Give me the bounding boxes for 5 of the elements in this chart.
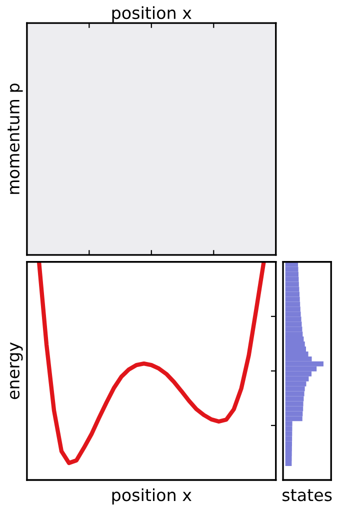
x-axis-title: states (282, 489, 332, 502)
text: momentum p (8, 84, 23, 194)
text: position x (112, 6, 192, 22)
y-axis-title: energy (10, 342, 23, 400)
x-axis-title: position x (112, 488, 192, 504)
